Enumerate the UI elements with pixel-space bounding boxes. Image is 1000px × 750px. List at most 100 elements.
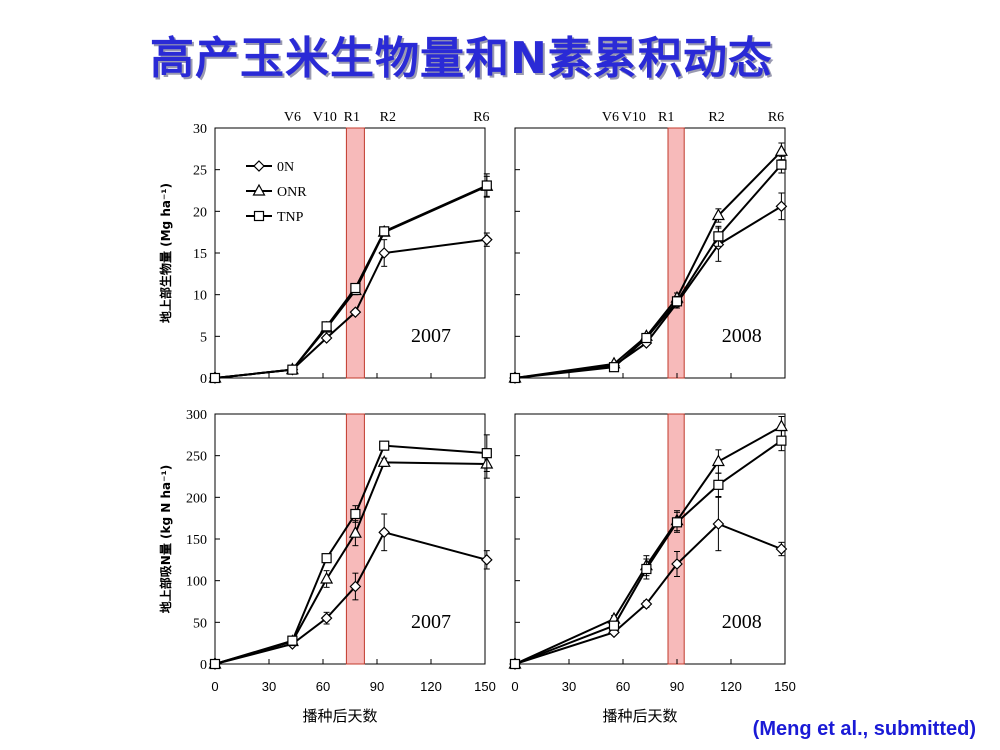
data-point: [379, 440, 390, 451]
y-tick-label: 250: [186, 450, 207, 465]
data-point: [350, 508, 361, 520]
r1-highlight-band: [667, 413, 685, 665]
legend-label: ONR: [277, 185, 307, 200]
data-point: [378, 526, 391, 539]
data-point: [480, 233, 493, 246]
y-tick-label: 25: [193, 164, 207, 179]
series-tnp: [209, 173, 492, 384]
data-point: [509, 372, 521, 384]
stage-label-r2: R2: [380, 110, 396, 125]
r1-highlight-band: [345, 127, 365, 379]
x-tick-label: 120: [420, 679, 442, 694]
y-axis-label: 地上部生物量 (Mg ha⁻¹): [158, 183, 173, 323]
year-label: 2007: [411, 611, 451, 633]
x-tick-label: 60: [616, 679, 630, 694]
data-point: [776, 435, 787, 446]
data-point: [349, 580, 362, 593]
x-tick-label: 90: [670, 679, 684, 694]
series-line: [214, 531, 488, 665]
citation: (Meng et al., submitted): [752, 718, 976, 740]
year-label: 2008: [722, 325, 762, 347]
y-tick-label: 5: [200, 330, 207, 345]
series-line: [514, 150, 783, 379]
x-tick-label: 30: [262, 679, 276, 694]
legend-marker-triangle: [252, 183, 266, 196]
series-0n: [509, 496, 788, 670]
data-point: [641, 332, 652, 344]
series-line: [514, 439, 782, 665]
stage-label-r1: R1: [344, 110, 360, 125]
r1-highlight-band: [667, 127, 685, 379]
data-point: [350, 282, 361, 294]
data-point: [776, 159, 787, 170]
data-point: [349, 306, 362, 319]
stage-label-v10: V10: [313, 110, 337, 125]
stage-label-r6: R6: [768, 110, 784, 125]
data-point: [608, 620, 620, 631]
y-tick-label: 50: [193, 616, 207, 631]
data-point: [320, 612, 333, 625]
data-point: [608, 362, 620, 373]
y-tick-label: 0: [200, 658, 207, 673]
data-point: [671, 517, 683, 528]
y-tick-label: 200: [186, 491, 207, 506]
series-line: [514, 164, 783, 379]
data-point: [377, 455, 391, 467]
series-line: [514, 205, 782, 379]
data-point: [348, 525, 362, 538]
stage-label-r1: R1: [658, 110, 674, 125]
y-tick-label: 300: [186, 408, 207, 423]
y-tick-label: 100: [186, 575, 207, 590]
data-point: [209, 658, 221, 670]
data-point: [671, 558, 683, 570]
data-point: [209, 372, 221, 384]
stage-label-v10: V10: [622, 110, 646, 125]
data-point: [713, 231, 724, 242]
legend-label: TNP: [277, 210, 304, 225]
x-axis-label: 播种后天数: [302, 707, 377, 725]
data-point: [711, 208, 725, 221]
series-line: [514, 425, 782, 665]
data-point: [641, 563, 652, 575]
stage-label-r2: R2: [708, 110, 724, 125]
x-tick-label: 90: [370, 679, 384, 694]
data-point: [712, 518, 725, 530]
y-tick-label: 30: [193, 122, 207, 137]
panel-bottom-right: 0 30 60 90 120 150 播种后天数 2008: [508, 413, 796, 725]
y-tick-label: 15: [193, 247, 207, 262]
legend-marker-square: [253, 210, 265, 222]
data-point: [378, 247, 391, 259]
data-point: [775, 200, 788, 213]
stage-label-v6: V6: [602, 110, 619, 125]
panel-top-right: V6 V10 R1 R2 R6 2008: [508, 110, 788, 384]
data-point: [480, 553, 493, 566]
series-0n: [509, 192, 788, 384]
y-tick-label: 10: [193, 289, 207, 304]
legend-label: 0N: [277, 160, 294, 175]
data-point: [640, 598, 653, 610]
data-point: [509, 658, 521, 670]
data-point: [287, 635, 298, 646]
year-label: 2007: [411, 325, 451, 347]
series-tnp: [509, 155, 787, 384]
x-axis-label: 播种后天数: [602, 707, 677, 725]
data-point: [321, 321, 332, 332]
panel-top-left: 0 5 10 15 20 25 30 地上部生物量 (Mg ha⁻¹) V6 V10 R1 R2 R6 2…: [158, 110, 494, 387]
y-tick-label: 150: [186, 533, 207, 548]
series-line: [214, 184, 488, 379]
x-tick-label: 150: [474, 679, 496, 694]
series-line: [514, 522, 782, 665]
data-point: [713, 479, 724, 490]
series-tnp: [509, 430, 787, 670]
year-label: 2008: [722, 611, 762, 633]
x-tick-label: 150: [774, 679, 796, 694]
y-tick-label: 0: [200, 372, 207, 387]
data-point: [481, 448, 492, 459]
data-point: [379, 226, 390, 237]
data-point: [481, 180, 492, 191]
x-tick-label: 60: [316, 679, 330, 694]
page-title: 高产玉米生物量和N素累积动态: [150, 33, 773, 84]
legend: 0N ONR TNP: [246, 160, 307, 225]
data-point: [775, 543, 788, 555]
panel-bottom-left: 0 50 100 150 200 250 300 0 30 60 90 120 150 地上部吸N量 (k…: [158, 408, 496, 725]
